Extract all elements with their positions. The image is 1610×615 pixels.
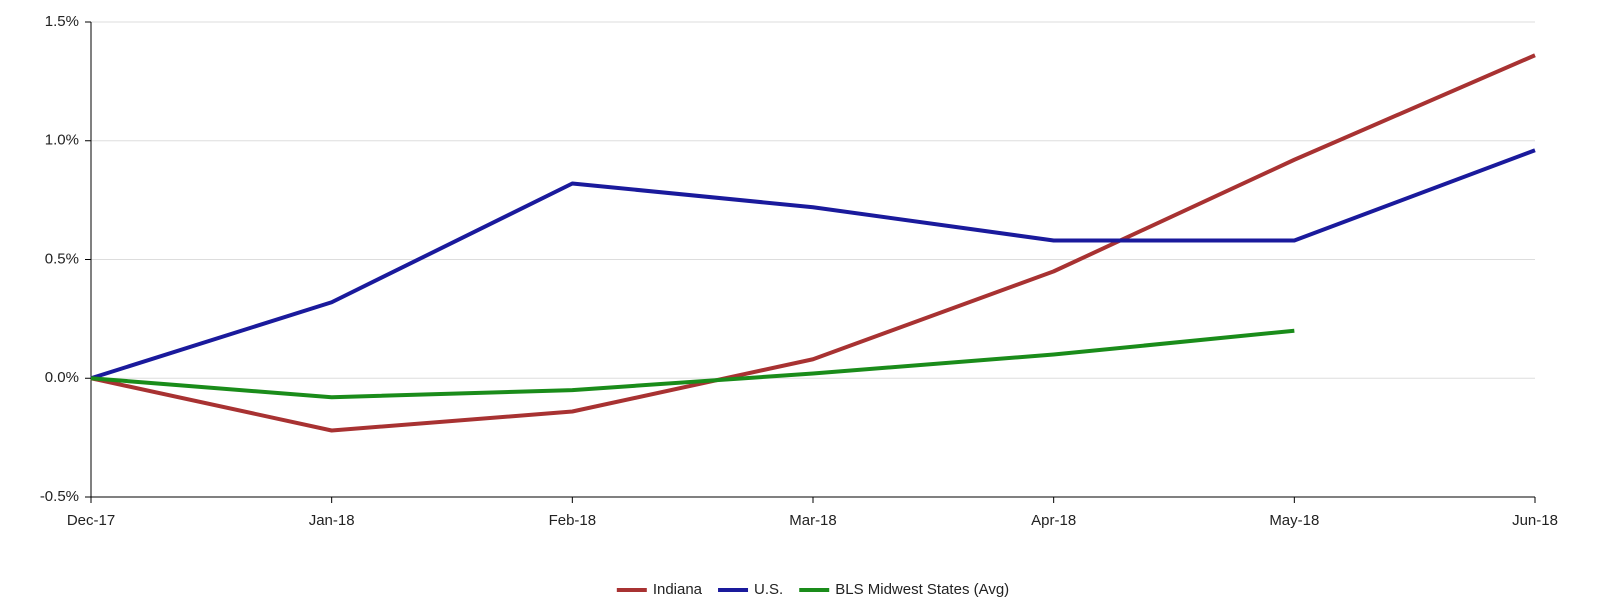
legend-label: Indiana	[653, 581, 703, 598]
y-tick-label: 0.5%	[45, 250, 79, 267]
y-tick-label: 0.0%	[45, 369, 79, 386]
y-tick-label: -0.5%	[40, 488, 79, 505]
legend-label: BLS Midwest States (Avg)	[835, 581, 1009, 598]
x-tick-label: May-18	[1269, 512, 1319, 529]
x-tick-label: Apr-18	[1031, 512, 1076, 529]
series-line	[90, 328, 1295, 400]
x-tick-label: Dec-17	[67, 512, 115, 529]
x-tick-label: Mar-18	[789, 512, 837, 529]
x-tick-label: Jun-18	[1512, 512, 1558, 529]
series-line	[90, 53, 1536, 433]
x-tick-label: Jan-18	[309, 512, 355, 529]
y-tick-label: 1.5%	[45, 13, 79, 30]
x-tick-label: Feb-18	[549, 512, 597, 529]
y-tick-label: 1.0%	[45, 132, 79, 149]
legend-label: U.S.	[754, 581, 783, 598]
series-line	[90, 148, 1536, 381]
